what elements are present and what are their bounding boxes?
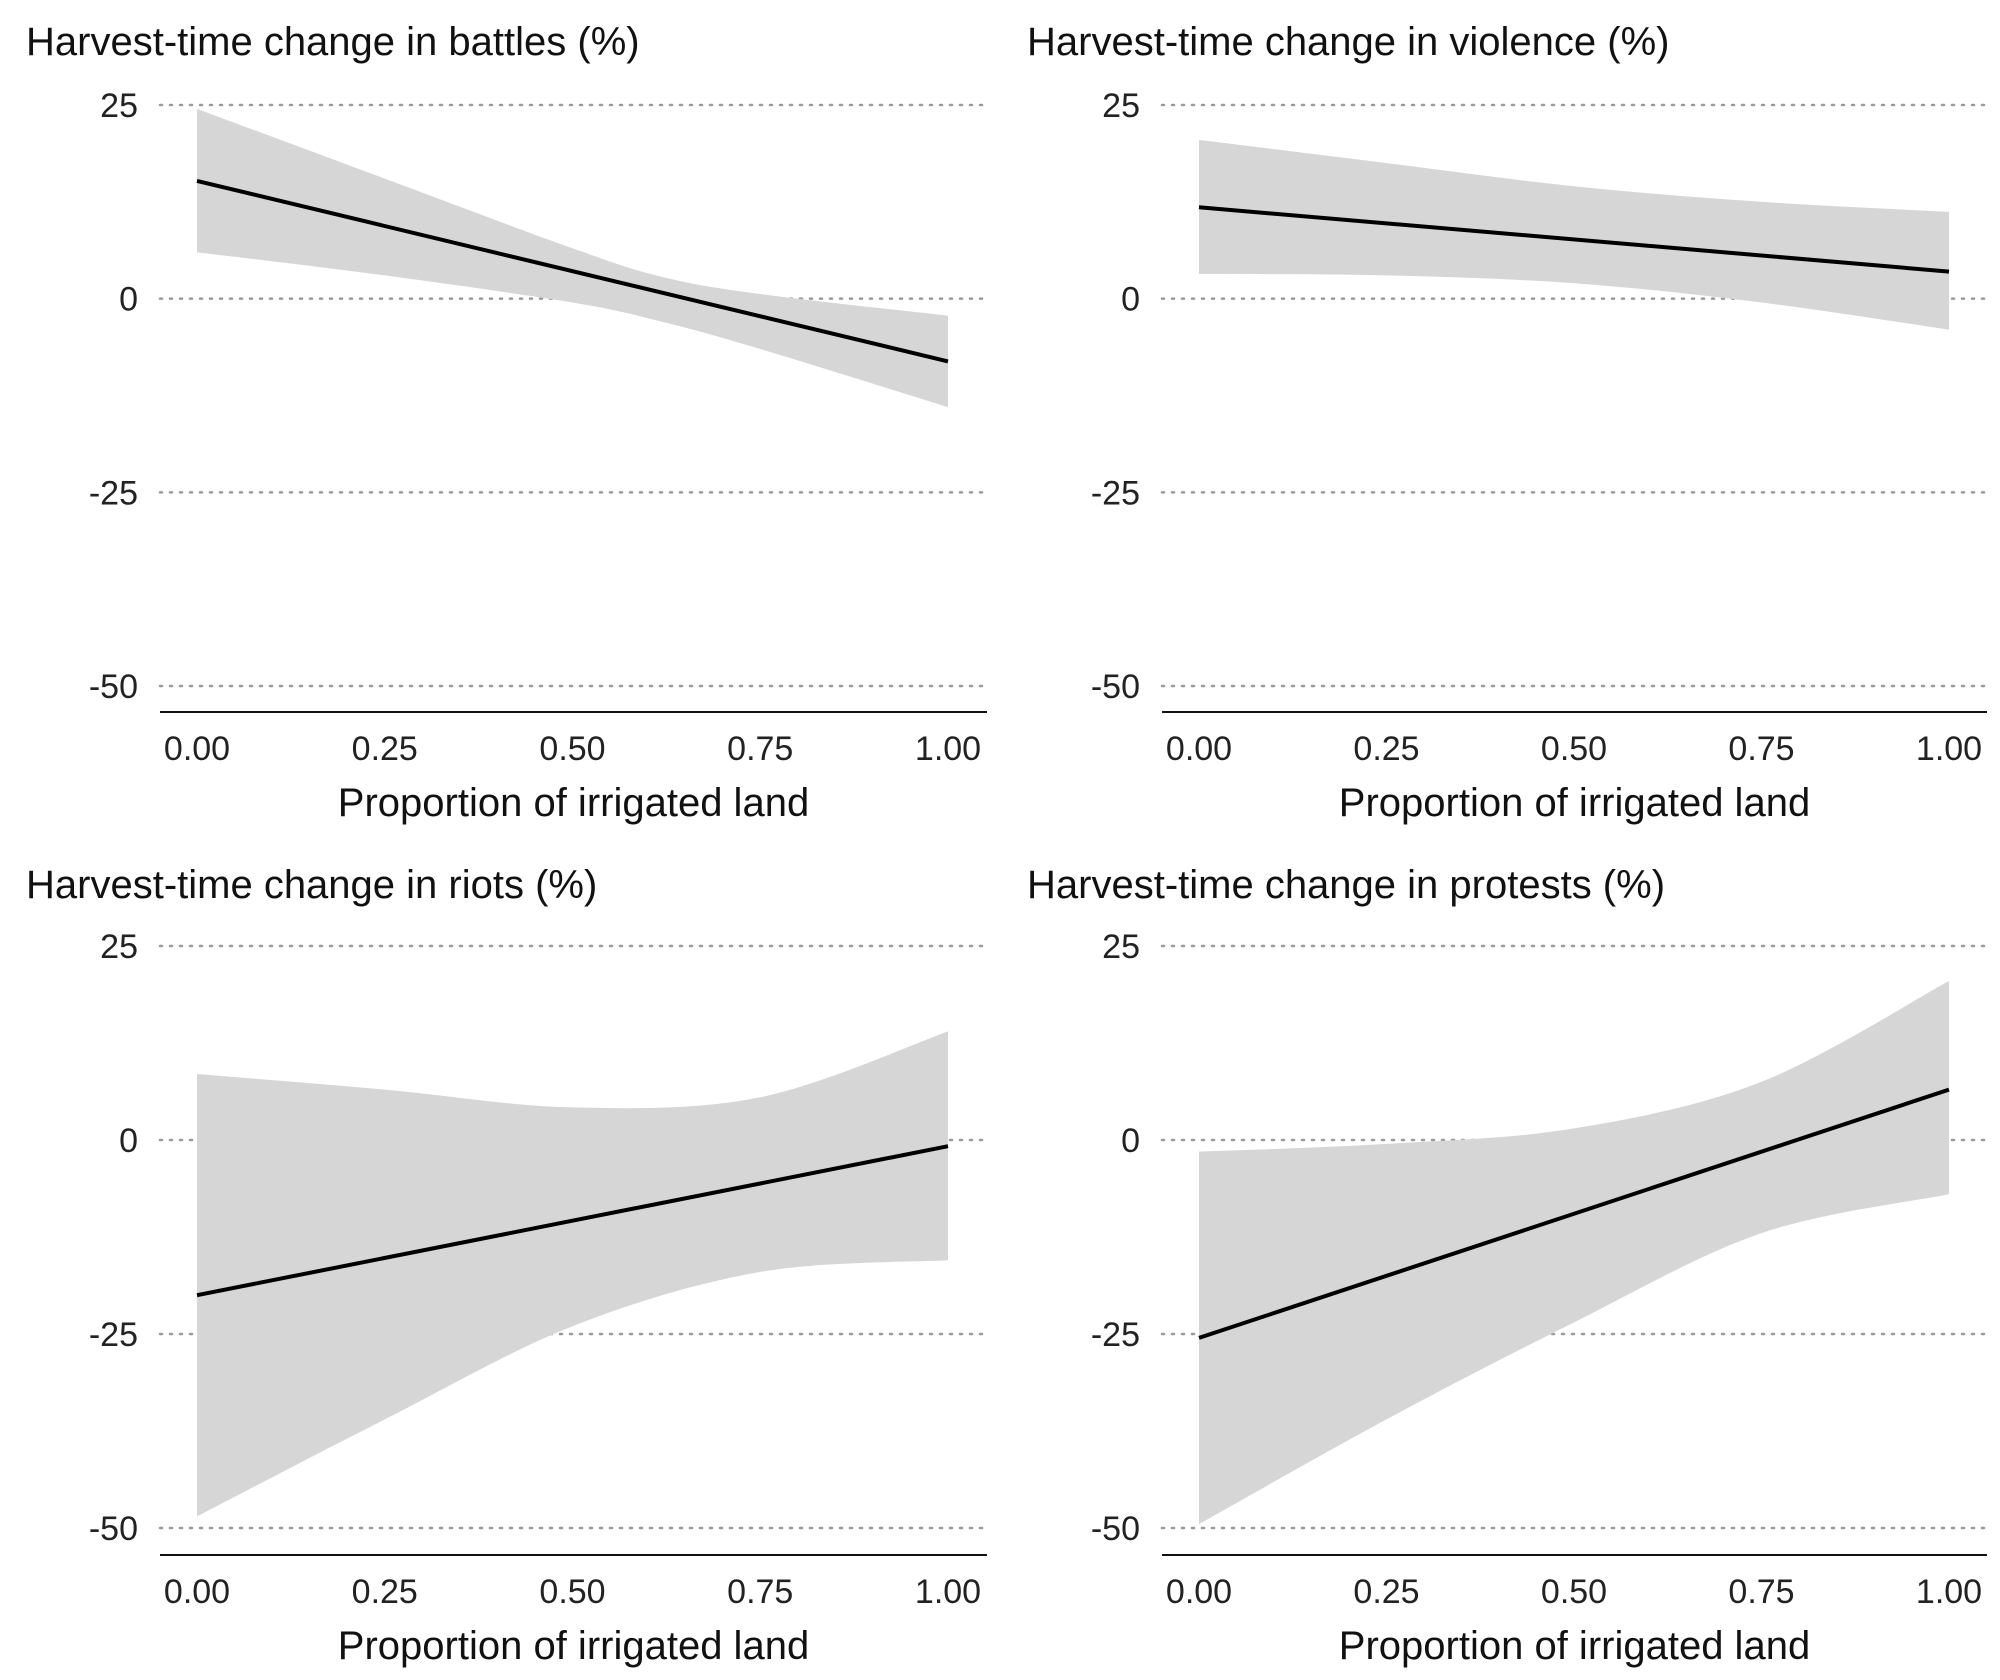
- x-tick-label: 0.75: [1728, 1573, 1794, 1611]
- x-tick-label: 0.75: [727, 730, 793, 768]
- x-axis-label: Proportion of irrigated land: [1339, 781, 1810, 825]
- confidence-band: [1199, 980, 1949, 1525]
- y-tick-label: -50: [1091, 668, 1140, 706]
- y-tick-label: -25: [89, 474, 138, 512]
- panel-title: Harvest-time change in battles (%): [26, 20, 640, 64]
- panel-3: Harvest-time change in riots (%) 25 0 -25 -5…: [26, 863, 989, 1668]
- y-tick-label: 25: [1102, 928, 1140, 966]
- x-tick-label: 0.00: [164, 730, 230, 768]
- y-tick-label: -50: [89, 1510, 138, 1548]
- y-tick-label: -50: [1091, 1510, 1140, 1548]
- x-axis-label: Proportion of irrigated land: [1339, 1624, 1810, 1668]
- y-tick-label: 0: [119, 1122, 138, 1160]
- confidence-band: [197, 1031, 948, 1517]
- x-tick-label: 0.25: [1353, 1573, 1419, 1611]
- x-axis-label: Proportion of irrigated land: [338, 1624, 809, 1668]
- x-tick-label: 1.00: [915, 730, 981, 768]
- y-tick-label: 0: [119, 281, 138, 319]
- x-tick-label: 0.25: [352, 1573, 418, 1611]
- trend-line: [1198, 1087, 1950, 1340]
- x-tick-label: 0.00: [164, 1573, 230, 1611]
- x-tick-label: 0.25: [352, 730, 418, 768]
- y-tick-label: -25: [89, 1316, 138, 1354]
- panel-4: Harvest-time change in protests (%) 25 0 -2…: [1027, 863, 1989, 1668]
- x-tick-label: 0.50: [1541, 1573, 1607, 1611]
- trend-line: [1198, 205, 1950, 274]
- trend-line: [196, 1144, 949, 1298]
- y-tick-label: 25: [100, 87, 138, 125]
- panel-2: Harvest-time change in violence (%) 25 0 -2…: [1027, 20, 1989, 825]
- panel-title: Harvest-time change in protests (%): [1027, 863, 1665, 907]
- trend-line: [196, 178, 949, 364]
- confidence-band: [1199, 139, 1949, 330]
- x-tick-label: 1.00: [1916, 1573, 1982, 1611]
- x-tick-label: 1.00: [915, 1573, 981, 1611]
- x-tick-label: 0.75: [1728, 730, 1794, 768]
- x-tick-label: 0.25: [1353, 730, 1419, 768]
- x-tick-label: 1.00: [1916, 730, 1982, 768]
- x-tick-label: 0.00: [1166, 1573, 1232, 1611]
- x-tick-label: 0.50: [539, 1573, 605, 1611]
- y-tick-label: 0: [1121, 281, 1140, 319]
- y-tick-label: -25: [1091, 474, 1140, 512]
- y-tick-label: 25: [1102, 87, 1140, 125]
- panel-title: Harvest-time change in riots (%): [26, 863, 597, 907]
- x-tick-label: 0.75: [727, 1573, 793, 1611]
- y-tick-label: -50: [89, 668, 138, 706]
- y-tick-label: -25: [1091, 1316, 1140, 1354]
- x-tick-label: 0.50: [1541, 730, 1607, 768]
- panel-1: Harvest-time change in battles (%) 25 0 -25…: [26, 20, 989, 825]
- panel-title: Harvest-time change in violence (%): [1027, 20, 1669, 64]
- y-tick-label: 25: [100, 928, 138, 966]
- x-tick-label: 0.00: [1166, 730, 1232, 768]
- x-axis-label: Proportion of irrigated land: [338, 781, 809, 825]
- x-tick-label: 0.50: [539, 730, 605, 768]
- confidence-band: [197, 108, 948, 408]
- y-tick-label: 0: [1121, 1122, 1140, 1160]
